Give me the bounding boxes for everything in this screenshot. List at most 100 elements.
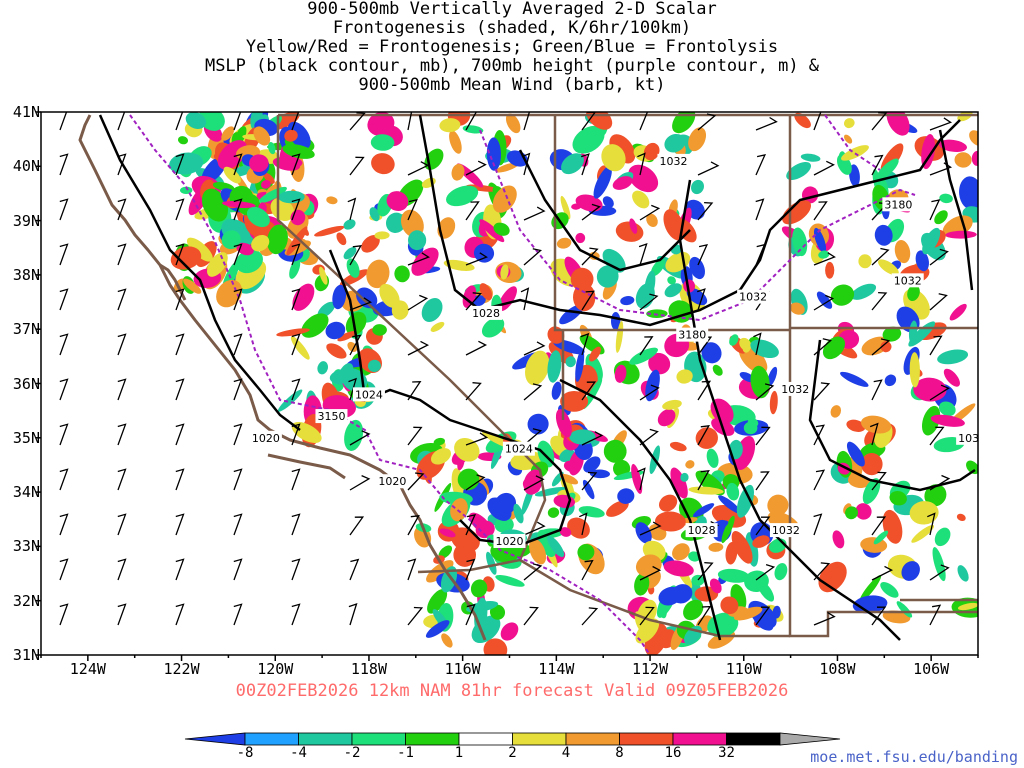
shade-cell <box>767 494 789 516</box>
shade-cell <box>440 566 458 593</box>
wind-barb <box>175 423 185 446</box>
shade-cell <box>882 326 902 342</box>
wind-barb <box>523 428 543 446</box>
shade-cell <box>882 509 903 544</box>
shade-cell <box>286 226 308 256</box>
shade-cell <box>855 503 872 520</box>
shade-cell <box>849 164 860 187</box>
wind-barb <box>175 288 185 311</box>
colorbar-swatch <box>298 732 353 746</box>
shade-cell <box>915 250 929 272</box>
wind-barb <box>291 198 301 221</box>
frontogenesis-shading <box>169 112 978 655</box>
contour-label: 1032 <box>739 291 767 304</box>
colorbar-swatch <box>458 732 513 746</box>
wind-barb <box>407 606 424 626</box>
wind-barb <box>639 112 649 131</box>
contour-label-bg <box>685 523 718 538</box>
contour-label-bg <box>882 197 915 212</box>
shade-cell <box>669 441 687 452</box>
shade-cell <box>267 224 288 255</box>
wind-barb <box>291 288 301 311</box>
wind-barb <box>639 428 659 446</box>
shade-cell <box>430 321 445 332</box>
shade-cell <box>894 240 911 264</box>
shade-cell <box>284 129 298 142</box>
wind-barb <box>523 563 543 581</box>
colorbar-label: -1 <box>397 745 414 761</box>
title-line-1: 900-500mb Vertically Averaged 2-D Scalar <box>307 0 717 19</box>
shade-cell <box>734 606 763 621</box>
shade-cell <box>556 237 572 249</box>
lon-label: 112W <box>631 660 669 678</box>
wind-barb <box>813 201 828 221</box>
wind-barb <box>871 565 894 581</box>
shade-cell <box>832 530 845 549</box>
shade-cell <box>717 568 750 583</box>
wind-barb <box>755 563 776 581</box>
wind-barb <box>929 474 951 491</box>
wind-barb <box>117 423 127 446</box>
wind-barb <box>697 113 717 131</box>
shade-cell <box>268 142 276 155</box>
wind-barb <box>59 513 69 536</box>
shade-cell <box>367 359 381 373</box>
shade-cell <box>957 565 969 582</box>
contour-label-bg <box>249 430 282 445</box>
wind-barb <box>291 423 301 446</box>
wind-barb <box>465 201 480 221</box>
contour-label: 1032 <box>781 383 809 396</box>
shade-cell <box>603 439 627 463</box>
shade-cell <box>555 409 572 438</box>
shade-cell <box>659 605 667 619</box>
wind-barb <box>929 293 948 311</box>
shade-cell <box>884 374 897 387</box>
shade-cell <box>379 283 400 308</box>
shade-cell <box>701 342 722 364</box>
shade-cell <box>731 531 753 564</box>
wind-barb <box>871 291 888 311</box>
shade-cell <box>337 331 357 342</box>
shade-cell <box>336 232 347 246</box>
wind-barb <box>639 336 654 356</box>
wind-barb <box>233 513 243 536</box>
shade-cell <box>489 604 506 620</box>
wind-barb <box>291 153 301 176</box>
shade-cell <box>361 235 380 253</box>
shade-cell <box>956 513 966 522</box>
wind-barb <box>291 333 301 356</box>
wind-barb <box>291 378 301 401</box>
wind-barb <box>523 248 543 266</box>
wind-barb <box>175 603 185 626</box>
colorbar-label: -8 <box>236 745 254 761</box>
wind-barb <box>233 378 243 401</box>
shade-cell <box>670 467 688 499</box>
shade-cell <box>563 460 578 472</box>
wind-barb <box>813 112 822 131</box>
contour-label: 1028 <box>472 307 500 320</box>
lon-label: 106W <box>913 660 950 678</box>
wind-barb <box>233 558 243 581</box>
shade-cell <box>635 554 662 577</box>
contour-label-bg <box>676 327 709 342</box>
wind-barb <box>697 161 720 176</box>
shade-cell <box>282 144 315 159</box>
wind-barb <box>117 153 127 176</box>
wind-barb <box>233 423 243 446</box>
shade-cell <box>551 381 562 400</box>
wind-barb <box>637 467 646 491</box>
shade-cell <box>492 185 517 213</box>
shade-cell <box>664 133 686 153</box>
shade-cell <box>901 561 920 581</box>
wind-barb <box>813 294 835 311</box>
shade-cell <box>439 118 461 133</box>
shade-cell <box>481 317 505 338</box>
shade-cell <box>709 578 722 594</box>
credit-link[interactable]: moe.met.fsu.edu/banding <box>810 748 1018 766</box>
shade-cell <box>686 288 708 306</box>
shade-cell <box>486 551 497 575</box>
shade-cell <box>221 126 235 141</box>
wind-barb <box>465 432 489 446</box>
height-contours <box>129 114 916 655</box>
